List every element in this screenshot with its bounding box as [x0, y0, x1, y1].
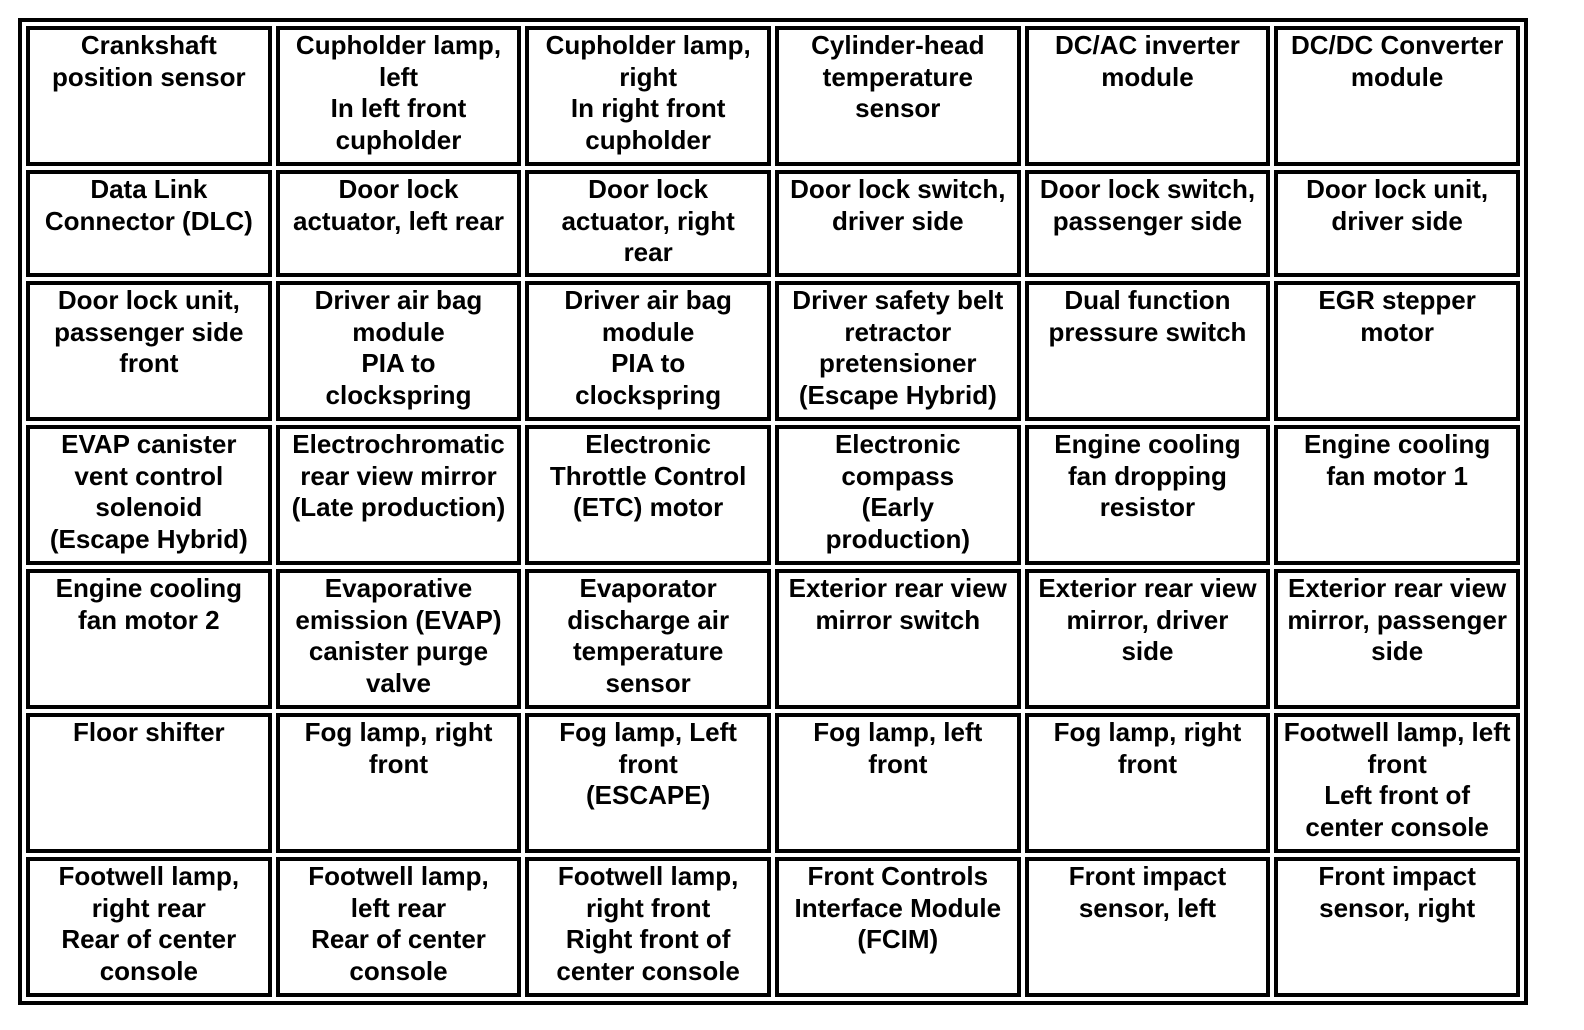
table-cell: Dual function pressure switch: [1024, 281, 1271, 421]
table-cell: Exterior rear view mirror switch: [774, 569, 1021, 709]
table-cell: Door lock actuator, left rear: [275, 170, 522, 277]
table-cell: EGR stepper motor: [1274, 281, 1520, 421]
table-row: EVAP canister vent control solenoid (Esc…: [26, 425, 1520, 565]
table-cell: Driver air bag module PIA to clockspring: [275, 281, 522, 421]
table-cell: Cupholder lamp, right In right front cup…: [525, 26, 771, 166]
table-cell: Fog lamp, right front: [1024, 713, 1271, 853]
table-cell: Footwell lamp, left front Left front of …: [1274, 713, 1520, 853]
table-row: Floor shifter Fog lamp, right front Fog la…: [26, 713, 1520, 853]
table-cell: Electrochromatic rear view mirror (Late …: [275, 425, 522, 565]
table-cell: Engine cooling fan dropping resistor: [1024, 425, 1271, 565]
table-cell: Floor shifter: [26, 713, 272, 853]
table-cell: Electronic Throttle Control (ETC) motor: [525, 425, 771, 565]
table-cell: Driver safety belt retractor pretensione…: [774, 281, 1021, 421]
table-cell: Exterior rear view mirror, passenger sid…: [1274, 569, 1520, 709]
table-cell: Engine cooling fan motor 1: [1274, 425, 1520, 565]
component-location-table: Crankshaft position sensor Cupholder lamp…: [18, 18, 1528, 1005]
table-cell: Data Link Connector (DLC): [26, 170, 272, 277]
table-cell: Door lock unit, driver side: [1274, 170, 1520, 277]
table-cell: Exterior rear view mirror, driver side: [1024, 569, 1271, 709]
table-row: Footwell lamp, right rear Rear of center…: [26, 857, 1520, 997]
table-cell: Electronic compass (Early production): [774, 425, 1021, 565]
table-cell: Footwell lamp, right front Right front o…: [525, 857, 771, 997]
table-cell: Front Controls Interface Module (FCIM): [774, 857, 1021, 997]
table-cell: Front impact sensor, left: [1024, 857, 1271, 997]
table-cell: Door lock switch, passenger side: [1024, 170, 1271, 277]
table-cell: Front impact sensor, right: [1274, 857, 1520, 997]
table-row: Data Link Connector (DLC) Door lock actua…: [26, 170, 1520, 277]
table-cell: Fog lamp, right front: [275, 713, 522, 853]
table-row: Engine cooling fan motor 2 Evaporative em…: [26, 569, 1520, 709]
table-cell: Cupholder lamp, left In left front cupho…: [275, 26, 522, 166]
table-cell: Footwell lamp, left rear Rear of center …: [275, 857, 522, 997]
table-cell: Footwell lamp, right rear Rear of center…: [26, 857, 272, 997]
table-cell: EVAP canister vent control solenoid (Esc…: [26, 425, 272, 565]
table-cell: Engine cooling fan motor 2: [26, 569, 272, 709]
table-row: Door lock unit, passenger side front Driv…: [26, 281, 1520, 421]
table-cell: Evaporative emission (EVAP) canister pur…: [275, 569, 522, 709]
table-cell: Door lock unit, passenger side front: [26, 281, 272, 421]
table-cell: Fog lamp, left front: [774, 713, 1021, 853]
table-cell: Fog lamp, Left front (ESCAPE): [525, 713, 771, 853]
table-cell: Door lock switch, driver side: [774, 170, 1021, 277]
table-cell: Door lock actuator, right rear: [525, 170, 771, 277]
table-cell: Cylinder-head temperature sensor: [774, 26, 1021, 166]
table-cell: DC/DC Converter module: [1274, 26, 1520, 166]
table-row: Crankshaft position sensor Cupholder lamp…: [26, 26, 1520, 166]
table-cell: DC/AC inverter module: [1024, 26, 1271, 166]
table-cell: Driver air bag module PIA to clockspring: [525, 281, 771, 421]
table-cell: Evaporator discharge air temperature sen…: [525, 569, 771, 709]
table-cell: Crankshaft position sensor: [26, 26, 272, 166]
